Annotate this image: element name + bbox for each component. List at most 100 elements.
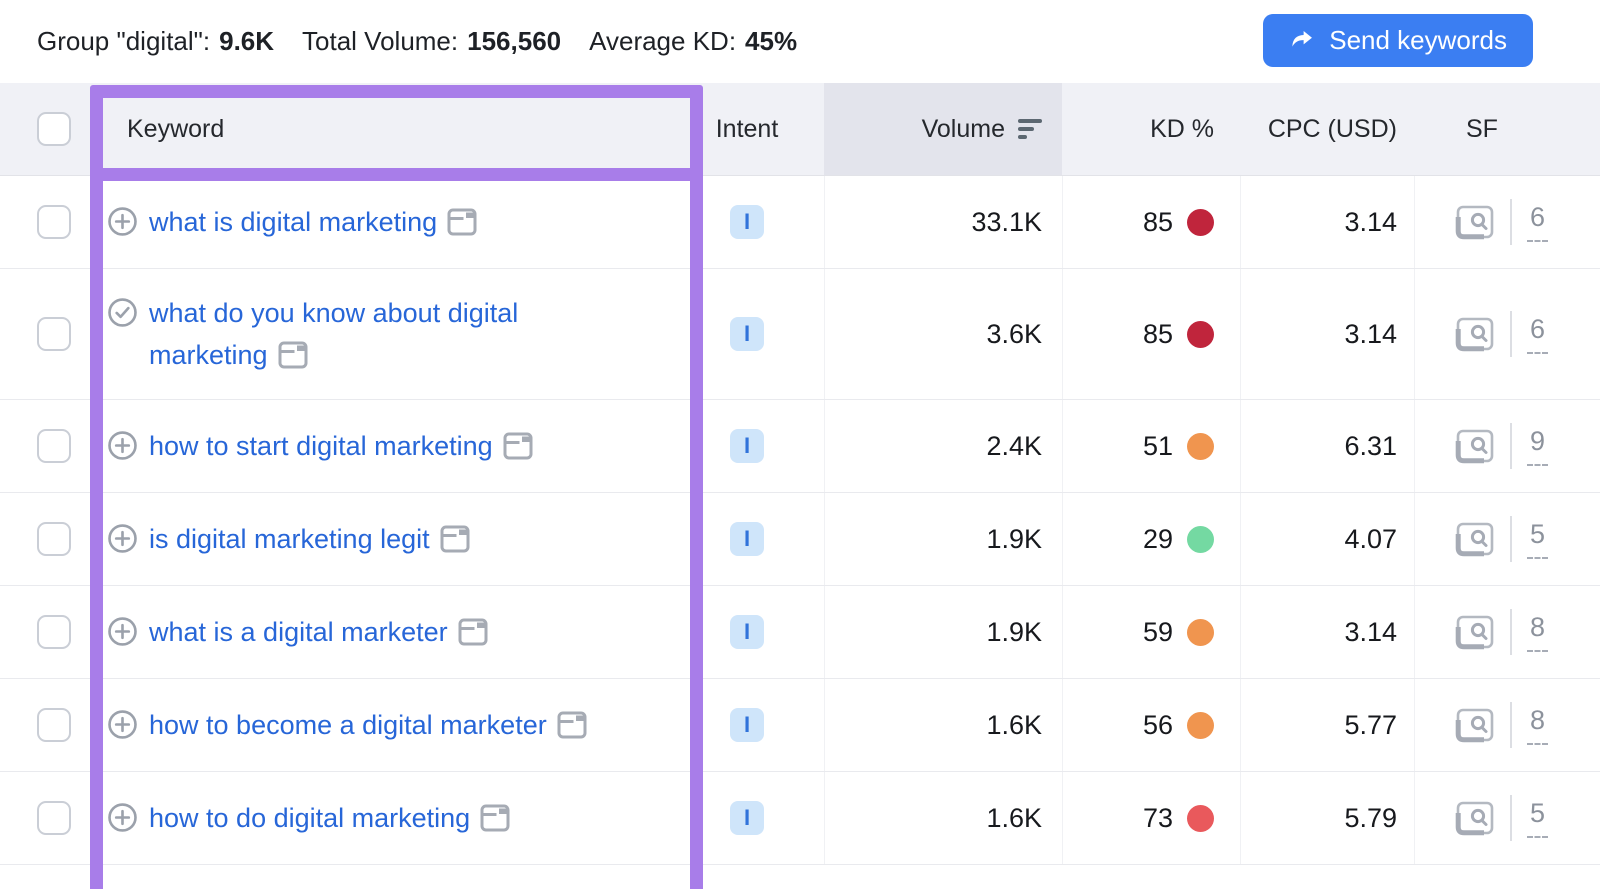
plus-circle-icon[interactable] (107, 430, 138, 461)
volume-cell: 1.9K (824, 586, 1062, 678)
column-header-keyword[interactable]: Keyword (90, 83, 702, 175)
kd-value: 56 (1142, 709, 1173, 740)
row-checkbox[interactable] (37, 801, 71, 835)
keyword-text: is digital marketing legit (149, 524, 430, 554)
intent-header-label: Intent (715, 114, 779, 143)
keyword-link[interactable]: is digital marketing legit (149, 518, 470, 560)
sf-divider (1510, 702, 1512, 748)
serp-window-icon[interactable] (278, 341, 308, 369)
intent-badge[interactable]: I (730, 429, 764, 463)
serp-preview-magnifier-icon[interactable] (1455, 800, 1495, 836)
plus-circle-icon[interactable] (107, 206, 138, 237)
plus-circle-icon[interactable] (107, 616, 138, 647)
kd-difficulty-dot (1187, 432, 1214, 460)
intent-badge[interactable]: I (730, 615, 764, 649)
kd-difficulty-dot (1187, 208, 1214, 236)
volume-value: 1.6K (986, 709, 1042, 740)
intent-cell: I (702, 400, 824, 492)
keyword-link[interactable]: how to do digital marketing (149, 797, 510, 839)
sf-divider (1510, 795, 1512, 841)
cpc-cell: 5.77 (1240, 679, 1414, 771)
intent-cell: I (702, 679, 824, 771)
intent-cell: I (702, 586, 824, 678)
column-header-kd[interactable]: KD % (1062, 83, 1240, 175)
column-header-volume[interactable]: Volume (824, 83, 1062, 175)
volume-value: 33.1K (971, 206, 1042, 237)
table-row: what do you know about digital marketing… (0, 269, 1600, 400)
serp-preview-magnifier-icon[interactable] (1455, 521, 1495, 557)
sf-divider (1510, 423, 1512, 469)
row-checkbox[interactable] (37, 522, 71, 556)
sf-count[interactable]: 9 (1527, 426, 1549, 466)
row-checkbox[interactable] (37, 429, 71, 463)
serp-window-icon[interactable] (557, 711, 587, 739)
serp-preview-magnifier-icon[interactable] (1455, 204, 1495, 240)
keyword-text: what is digital marketing (149, 207, 438, 237)
sf-count[interactable]: 5 (1527, 519, 1549, 559)
keyword-link[interactable]: what do you know about digital marketing (149, 292, 639, 376)
cpc-value: 3.14 (1344, 206, 1397, 237)
keyword-link[interactable]: how to start digital marketing (149, 425, 533, 467)
column-header-sf[interactable]: SF (1414, 83, 1600, 175)
serp-window-icon[interactable] (447, 208, 477, 236)
kd-cell: 56 (1062, 679, 1240, 771)
row-checkbox-cell (0, 269, 90, 399)
keyword-text: what is a digital marketer (149, 617, 448, 647)
serp-preview-magnifier-icon[interactable] (1455, 707, 1495, 743)
keyword-link[interactable]: what is a digital marketer (149, 611, 488, 653)
kd-value: 59 (1142, 616, 1173, 647)
serp-window-icon[interactable] (458, 618, 488, 646)
intent-badge[interactable]: I (730, 708, 764, 742)
intent-cell: I (702, 493, 824, 585)
sf-count[interactable]: 6 (1527, 202, 1549, 242)
sf-count[interactable]: 6 (1527, 314, 1549, 354)
sort-descending-icon (1018, 119, 1042, 139)
volume-value: 1.9K (986, 523, 1042, 554)
kd-header-label: KD % (1150, 114, 1214, 143)
plus-circle-icon[interactable] (107, 523, 138, 554)
intent-badge[interactable]: I (730, 317, 764, 351)
table-row: is digital marketing legit I 1.9K 29 4.0… (0, 493, 1600, 586)
serp-preview-magnifier-icon[interactable] (1455, 428, 1495, 464)
volume-cell: 2.4K (824, 400, 1062, 492)
intent-cell: I (702, 772, 824, 864)
header-checkbox-cell (0, 83, 90, 175)
sf-cell: 6 (1414, 269, 1600, 399)
column-header-cpc[interactable]: CPC (USD) (1240, 83, 1414, 175)
keyword-link[interactable]: how to become a digital marketer (149, 704, 587, 746)
cpc-value: 5.77 (1344, 709, 1397, 740)
volume-cell: 3.6K (824, 269, 1062, 399)
kd-difficulty-dot (1187, 711, 1214, 739)
intent-badge[interactable]: I (730, 801, 764, 835)
row-checkbox[interactable] (37, 708, 71, 742)
row-checkbox[interactable] (37, 615, 71, 649)
cpc-cell: 4.07 (1240, 493, 1414, 585)
serp-window-icon[interactable] (440, 525, 470, 553)
check-circle-icon[interactable] (107, 297, 138, 328)
plus-circle-icon[interactable] (107, 802, 138, 833)
intent-badge[interactable]: I (730, 522, 764, 556)
send-keywords-button[interactable]: Send keywords (1263, 14, 1533, 67)
row-checkbox[interactable] (37, 317, 71, 351)
sf-count[interactable]: 8 (1527, 612, 1549, 652)
sf-count[interactable]: 8 (1527, 705, 1549, 745)
serp-window-icon[interactable] (480, 804, 510, 832)
intent-badge[interactable]: I (730, 205, 764, 239)
serp-preview-magnifier-icon[interactable] (1455, 614, 1495, 650)
kd-difficulty-dot (1187, 525, 1214, 553)
average-kd-summary: Average KD: 45% (589, 26, 797, 57)
sf-count[interactable]: 5 (1527, 798, 1549, 838)
row-checkbox[interactable] (37, 205, 71, 239)
keyword-link[interactable]: what is digital marketing (149, 201, 477, 243)
plus-circle-icon[interactable] (107, 709, 138, 740)
serp-preview-magnifier-icon[interactable] (1455, 316, 1495, 352)
sf-divider (1510, 609, 1512, 655)
column-header-intent[interactable]: Intent (702, 83, 824, 175)
row-checkbox-cell (0, 400, 90, 492)
keyword-cell: how to become a digital marketer (90, 679, 702, 771)
keyword-cell: is digital marketing legit (90, 493, 702, 585)
serp-window-icon[interactable] (503, 432, 533, 460)
total-volume-value: 156,560 (467, 26, 562, 56)
group-value: 9.6K (219, 26, 275, 56)
select-all-checkbox[interactable] (37, 112, 71, 146)
